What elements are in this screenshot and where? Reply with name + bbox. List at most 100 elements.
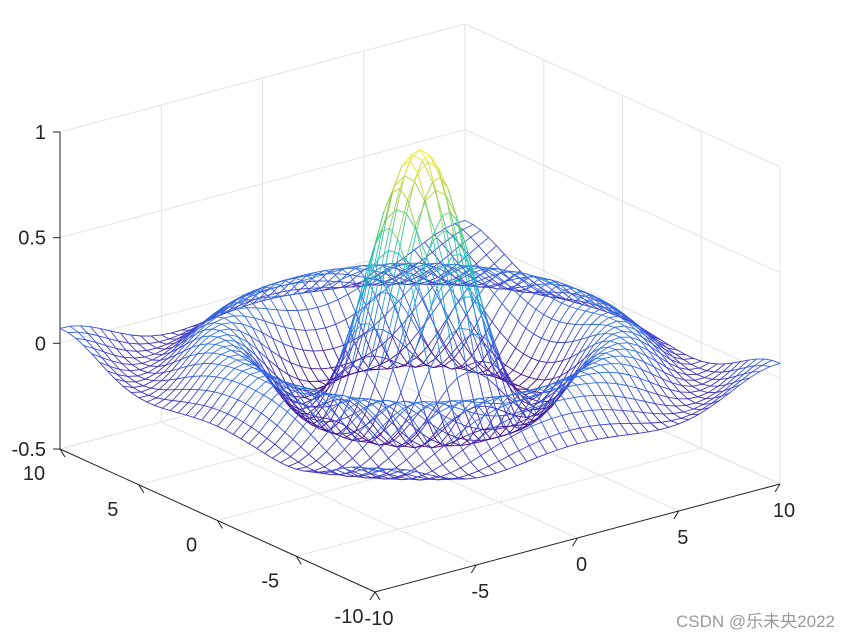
mesh-line-constant-x xyxy=(570,375,580,377)
mesh-line-constant-x xyxy=(596,333,605,336)
mesh-line-constant-x xyxy=(532,275,541,280)
mesh-line-constant-y xyxy=(156,389,168,399)
mesh-line-constant-y xyxy=(590,314,602,325)
mesh-line-constant-y xyxy=(674,353,686,356)
mesh-line-constant-x xyxy=(652,412,662,423)
mesh-line-constant-x xyxy=(374,385,384,402)
mesh-line-constant-y xyxy=(269,349,281,358)
mesh-line-constant-x xyxy=(406,459,415,470)
mesh-line-constant-y xyxy=(179,388,191,402)
mesh-line-constant-y xyxy=(404,469,416,473)
mesh-line-constant-x xyxy=(305,466,315,472)
mesh-line-constant-y xyxy=(389,351,401,361)
mesh-line-constant-y xyxy=(381,278,393,283)
mesh-line-constant-y xyxy=(644,401,656,405)
mesh-line-constant-x xyxy=(631,365,640,379)
z-tick-label: -0.5 xyxy=(12,439,46,461)
mesh-line-constant-x xyxy=(374,329,384,357)
mesh-line-constant-x xyxy=(449,253,459,264)
mesh-line-constant-x xyxy=(456,338,466,348)
mesh-line-constant-y xyxy=(229,328,241,332)
mesh-line-constant-y xyxy=(337,293,349,301)
mesh-line-constant-x xyxy=(332,348,342,367)
mesh-line-constant-x xyxy=(524,396,533,411)
mesh-line-constant-y xyxy=(469,397,481,401)
mesh-line-constant-x xyxy=(427,161,437,191)
mesh-line-constant-y xyxy=(595,352,607,360)
mesh-line-constant-y xyxy=(460,461,472,469)
mesh-line-constant-x xyxy=(497,397,506,406)
mesh-line-constant-x xyxy=(600,314,610,318)
side-wall-gridline-z xyxy=(464,129,781,274)
mesh-line-constant-x xyxy=(83,345,92,355)
mesh-line-constant-x xyxy=(327,379,337,390)
mesh-line-constant-x xyxy=(253,407,262,414)
mesh-line-constant-y xyxy=(160,370,172,382)
mesh-line-constant-y xyxy=(566,443,578,448)
mesh-line-constant-y xyxy=(610,311,622,315)
mesh-line-constant-y xyxy=(601,333,613,342)
mesh-line-constant-x xyxy=(376,331,386,348)
mesh-line-constant-y xyxy=(442,457,454,466)
mesh-line-constant-x xyxy=(440,286,450,336)
mesh-line-constant-y xyxy=(238,299,250,304)
mesh-line-constant-x xyxy=(671,382,681,393)
mesh-line-constant-y xyxy=(235,403,247,419)
mesh-line-constant-x xyxy=(345,471,355,475)
mesh-line-constant-x xyxy=(642,336,652,348)
mesh-line-constant-y xyxy=(79,325,91,328)
mesh-line-constant-y xyxy=(145,372,157,380)
mesh-line-constant-x xyxy=(287,277,297,285)
mesh-line-constant-x xyxy=(436,268,446,290)
mesh-line-constant-y xyxy=(290,398,302,414)
mesh-line-constant-y xyxy=(334,432,346,439)
mesh-line-constant-y xyxy=(448,327,460,336)
mesh-line-constant-x xyxy=(409,413,419,425)
mesh-line-constant-y xyxy=(249,370,261,375)
mesh-line-constant-x xyxy=(490,448,500,462)
mesh-line-constant-x xyxy=(160,334,170,340)
mesh-line-constant-x xyxy=(480,229,490,238)
mesh-line-constant-y xyxy=(330,401,342,411)
mesh-line-constant-x xyxy=(506,270,515,276)
mesh-line-constant-x xyxy=(456,377,466,412)
mesh-line-constant-x xyxy=(692,408,702,411)
mesh-line-constant-y xyxy=(349,270,361,277)
mesh-line-constant-y xyxy=(299,290,311,294)
mesh-line-constant-y xyxy=(434,427,446,438)
mesh-line-constant-x xyxy=(282,450,292,458)
mesh-line-constant-y xyxy=(538,436,550,442)
mesh-line-constant-y xyxy=(392,267,404,272)
mesh-line-constant-x xyxy=(381,473,391,478)
mesh-line-constant-x xyxy=(447,188,457,216)
mesh-line-constant-y xyxy=(480,448,492,457)
mesh-line-constant-y xyxy=(709,378,721,387)
mesh-line-constant-y xyxy=(537,282,549,291)
mesh-line-constant-x xyxy=(600,364,610,373)
mesh-line-constant-y xyxy=(157,357,169,367)
mesh-line-constant-y xyxy=(714,363,726,373)
mesh-line-constant-x xyxy=(445,194,455,236)
mesh-line-constant-x xyxy=(368,323,378,333)
mesh-line-constant-x xyxy=(597,352,607,355)
mesh-line-constant-x xyxy=(276,309,286,328)
mesh-line-constant-x xyxy=(496,245,505,255)
mesh-line-constant-y xyxy=(572,299,584,306)
mesh-line-constant-y xyxy=(155,364,167,374)
mesh-line-constant-x xyxy=(398,448,407,461)
mesh-line-constant-x xyxy=(595,303,604,308)
mesh-line-constant-y xyxy=(260,287,272,292)
mesh-line-constant-x xyxy=(69,325,79,333)
mesh-line-constant-x xyxy=(527,390,537,396)
mesh-line-constant-x xyxy=(444,444,454,459)
mesh-line-constant-y xyxy=(753,358,765,367)
mesh-line-constant-x xyxy=(437,416,447,430)
mesh-line-constant-x xyxy=(215,316,225,319)
mesh-line-constant-x xyxy=(290,398,299,404)
mesh-line-constant-x xyxy=(467,286,477,299)
mesh-line-constant-x xyxy=(434,453,443,466)
mesh-line-constant-y xyxy=(472,428,484,434)
mesh-line-constant-x xyxy=(435,189,445,232)
mesh-line-constant-y xyxy=(392,334,404,346)
mesh-line-constant-x xyxy=(130,334,140,345)
